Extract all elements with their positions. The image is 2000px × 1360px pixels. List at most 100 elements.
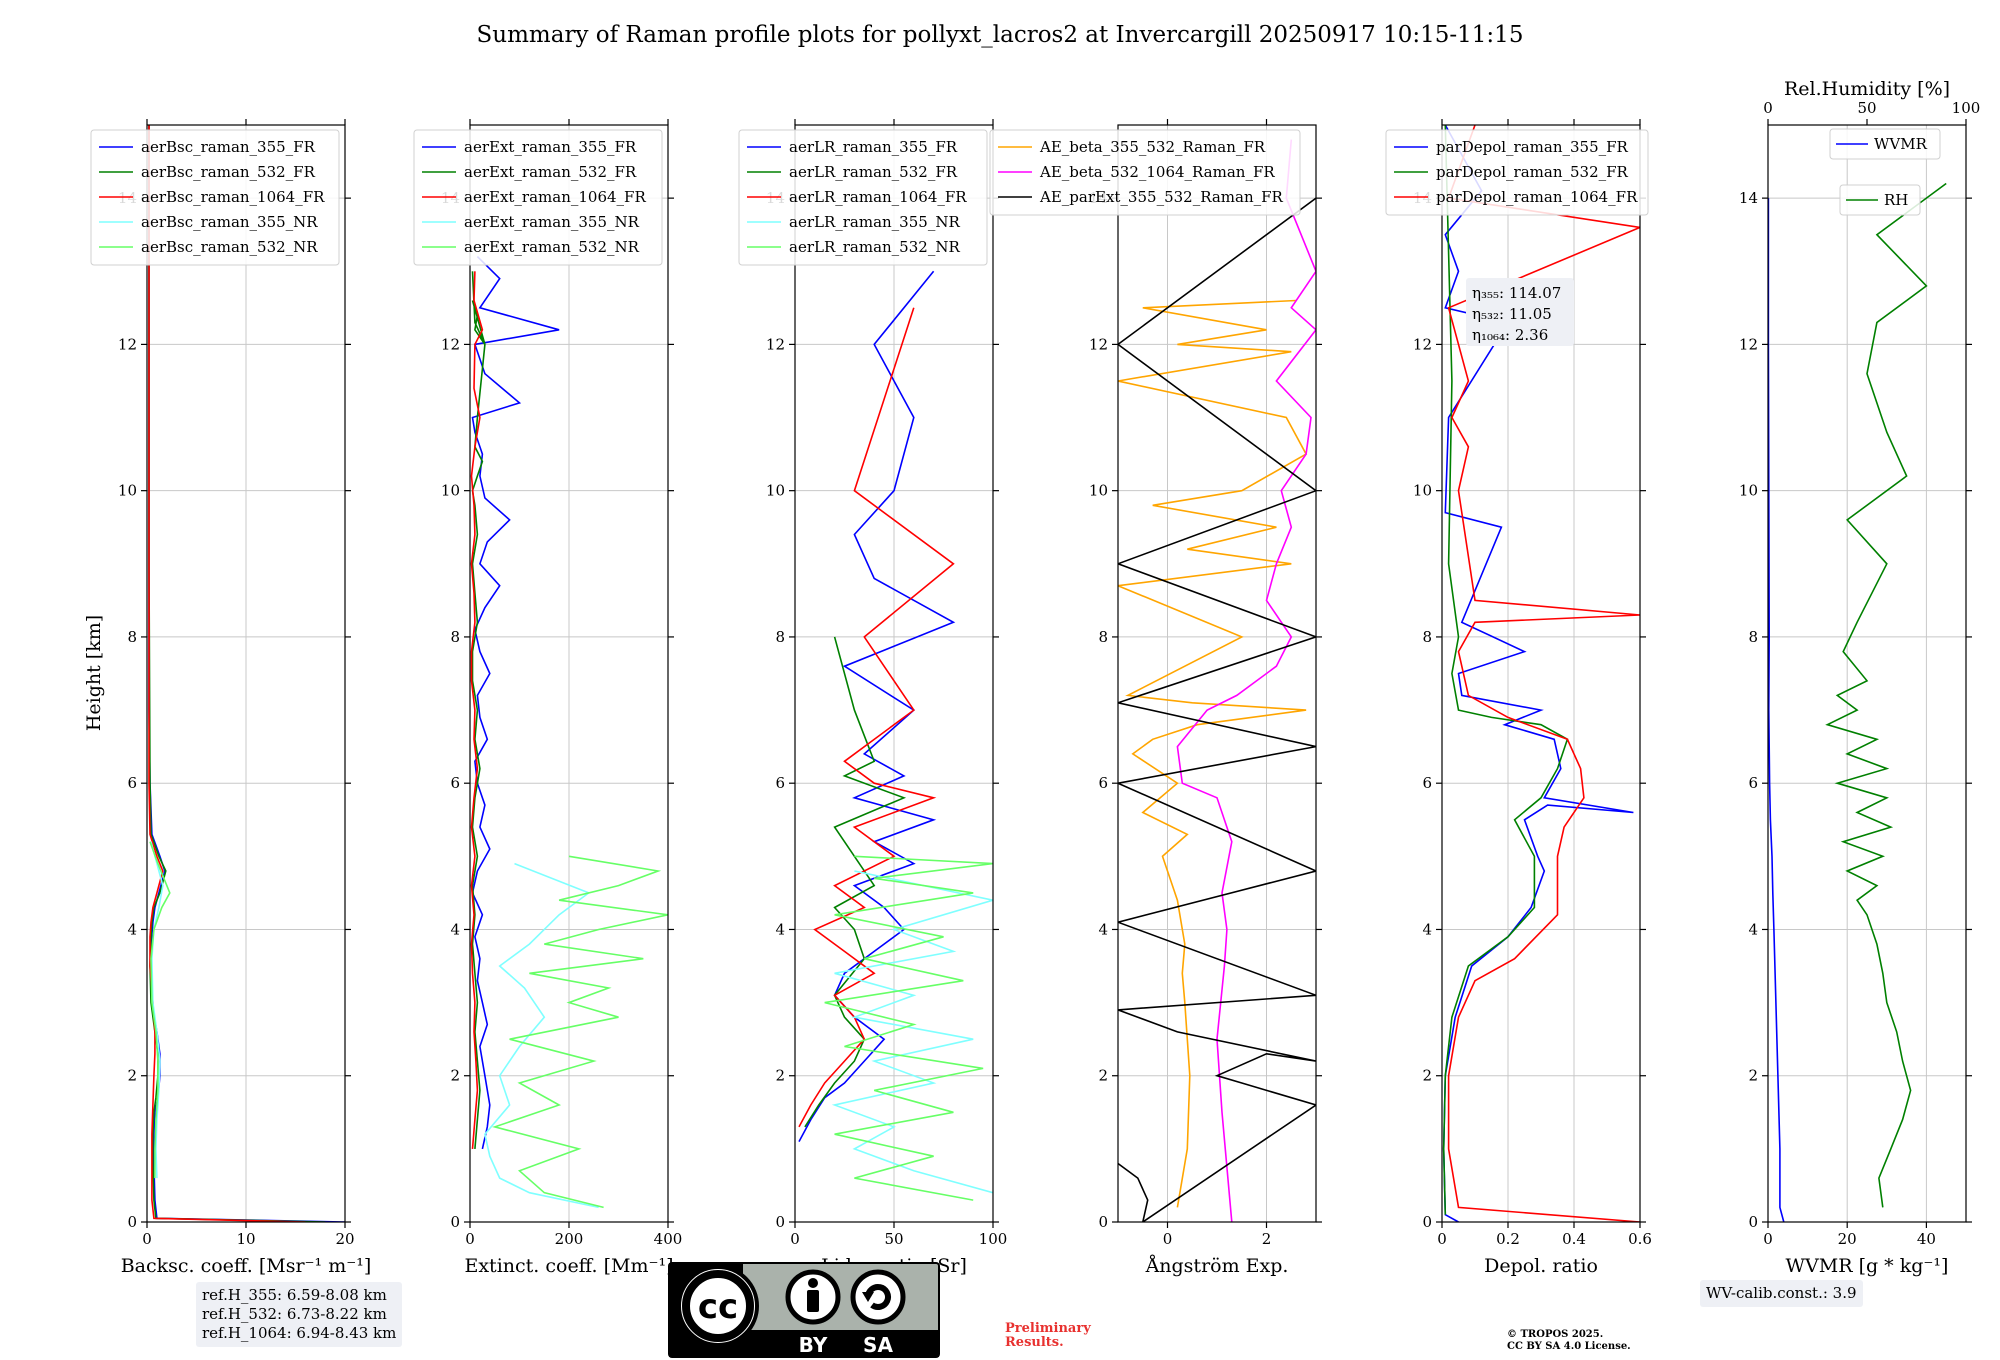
legend-label: aerBsc_raman_532_NR (141, 238, 318, 256)
legend-label: AE_beta_355_532_Raman_FR (1039, 138, 1266, 156)
x-tick-label: 10 (236, 1230, 255, 1248)
x-tick-label: 0.6 (1628, 1230, 1652, 1248)
x2-axis-label: Rel.Humidity [%] (1784, 78, 1950, 100)
legend-label: aerBsc_raman_355_FR (141, 138, 316, 156)
y-tick-label: 0 (450, 1213, 460, 1231)
y-tick-label: 12 (766, 335, 785, 353)
y-tick-label: 4 (1098, 920, 1108, 938)
x-tick-label: 0.4 (1562, 1230, 1586, 1248)
x-tick-label: 0 (1163, 1230, 1173, 1248)
y-tick-label: 10 (1089, 482, 1108, 500)
y-tick-label: 12 (1413, 335, 1432, 353)
preliminary-line-1: Preliminary (1005, 1321, 1091, 1336)
y-tick-label: 6 (450, 774, 460, 792)
series-line-aerLR_raman_355_FR (798, 270, 956, 1142)
x-axis-label: Extinct. coeff. [Mm⁻¹] (464, 1255, 673, 1277)
copyright-line-1: © TROPOS 2025. (1507, 1329, 1604, 1340)
series-line-RH (1825, 182, 1947, 1208)
panel-1: 0246810121401020Backsc. coeff. [Msr⁻¹ m⁻… (90, 119, 371, 1277)
series-line-aerLR_raman_532_FR (804, 636, 907, 1128)
y-tick-label: 2 (1748, 1067, 1758, 1085)
y-tick-label: 4 (775, 920, 785, 938)
y-tick-label: 2 (450, 1067, 460, 1085)
panel-3: 02468101214050100Lidar ratio [Sr]aerLR_r… (738, 119, 1008, 1277)
legend: AE_beta_355_532_Raman_FR AE_beta_532_1064… (989, 129, 1301, 216)
depol-annotation: η₃₅₅: 114.07 η₅₃₂: 11.05 η₁₀₆₄: 2.36 (1466, 278, 1574, 346)
x-tick-label: 0 (465, 1230, 475, 1248)
legend-label: AE_beta_532_1064_Raman_FR (1039, 163, 1275, 181)
legend-label: aerExt_raman_532_NR (464, 238, 640, 256)
y-axis-label: Height [km] (83, 615, 105, 731)
x-tick-label: 100 (979, 1230, 1008, 1248)
x-tick-label: 2 (1262, 1230, 1272, 1248)
y-tick-label: 12 (118, 335, 137, 353)
legend-label: AE_parExt_355_532_Raman_FR (1039, 188, 1284, 206)
y-tick-label: 6 (1098, 774, 1108, 792)
series-line-parDepol_raman_532_FR (1442, 125, 1569, 1215)
x-axis-label: WVMR [g * kg⁻¹] (1786, 1255, 1949, 1277)
series-group (148, 125, 345, 1222)
legend-box (738, 129, 988, 266)
annotation-box (1466, 278, 1574, 346)
series-line-aerLR_raman_532_NR (824, 855, 993, 1201)
x-tick-label: 200 (555, 1230, 584, 1248)
by-label: BY (799, 1333, 828, 1357)
y-tick-label: 6 (127, 774, 137, 792)
legend-label: aerLR_raman_355_FR (789, 138, 958, 156)
preliminary-notice: Preliminary Results. (1005, 1322, 1091, 1350)
y-tick-label: 12 (441, 335, 460, 353)
y-tick-label: 2 (1098, 1067, 1108, 1085)
legend-label: aerBsc_raman_1064_FR (141, 188, 325, 206)
legend-label: parDepol_raman_532_FR (1436, 163, 1629, 181)
series-line-aerBsc_raman_532_NR (149, 841, 171, 1179)
annotation-text: η₁₀₆₄: 2.36 (1472, 326, 1548, 344)
legend-label: aerExt_raman_1064_FR (464, 188, 646, 206)
legend-label: WVMR (1874, 135, 1928, 153)
legend-label: parDepol_raman_1064_FR (1436, 188, 1638, 206)
legend-label: aerBsc_raman_532_FR (141, 163, 316, 181)
y-tick-label: 0 (1098, 1213, 1108, 1231)
y-tick-label: 6 (1748, 774, 1758, 792)
share-alike-icon (850, 1269, 906, 1325)
x-tick-label: 0 (790, 1230, 800, 1248)
y-tick-label: 10 (118, 482, 137, 500)
legend-box (1839, 184, 1921, 216)
x-tick-label: 50 (884, 1230, 903, 1248)
cc-by-sa-license-badge: cc BY SA (668, 1262, 940, 1358)
y-tick-label: 8 (450, 628, 460, 646)
x-tick-label: 0.2 (1496, 1230, 1520, 1248)
legend-label: aerExt_raman_355_FR (464, 138, 637, 156)
x2-tick-label: 100 (1952, 99, 1981, 117)
series-line-AE_beta_532_1064_Raman_FR (1176, 139, 1316, 1222)
y-tick-label: 4 (127, 920, 137, 938)
legend-label: aerLR_raman_1064_FR (789, 188, 967, 206)
series-group (470, 256, 668, 1209)
x-tick-label: 400 (654, 1230, 683, 1248)
ref-height-355: ref.H_355: 6.59-8.08 km (202, 1286, 387, 1304)
x-tick-label: 0 (1763, 1230, 1773, 1248)
panel-6: 0 2 4 6 8 10 12 14 0 20 40 WVMR [g * kg⁻¹] 0 50 100Rel… (1739, 78, 1980, 1277)
plot-frame (1117, 124, 1317, 1223)
y-tick-label: 10 (1739, 482, 1758, 500)
y-tick-label: 4 (1748, 920, 1758, 938)
legend-label: parDepol_raman_355_FR (1436, 138, 1629, 156)
y-tick-label: 6 (775, 774, 785, 792)
x2-tick-label: 0 (1763, 99, 1773, 117)
x-axis-label: Ångström Exp. (1145, 1255, 1289, 1277)
series-line-aerLR_raman_1064_FR (798, 307, 955, 1128)
legend-box (90, 129, 340, 266)
y-tick-label: 8 (1748, 628, 1758, 646)
series-line-aerExt_raman_355_FR (471, 256, 560, 1150)
series-group (1768, 182, 1947, 1222)
ref-height-1064: ref.H_1064: 6.94-8.43 km (202, 1324, 397, 1342)
series-line-aerBsc_raman_1064_FR (148, 125, 306, 1222)
y-tick-label: 12 (1739, 335, 1758, 353)
x-tick-label: 20 (335, 1230, 354, 1248)
y-tick-label: 12 (1089, 335, 1108, 353)
series-line-parDepol_raman_1064_FR (1447, 125, 1640, 1222)
legend-label: aerBsc_raman_355_NR (141, 213, 318, 231)
legend-label: aerLR_raman_355_NR (789, 213, 960, 231)
cc-text: cc (698, 1287, 738, 1327)
x2-tick-label: 50 (1857, 99, 1876, 117)
